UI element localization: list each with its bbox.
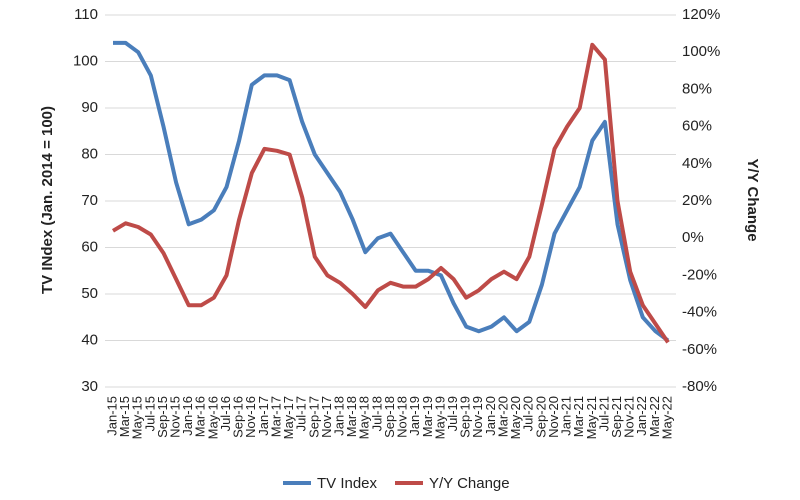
y2-tick-label: 20% xyxy=(682,192,712,209)
x-tick-label: May-16 xyxy=(205,396,220,439)
x-tick-label: Nov-15 xyxy=(168,396,183,438)
x-tick-label: Sep-21 xyxy=(609,396,624,438)
y-tick-label: 40 xyxy=(81,331,98,348)
y2-tick-label: 80% xyxy=(682,80,712,97)
x-tick-label: May-17 xyxy=(281,396,296,439)
y2-tick-label: -80% xyxy=(682,378,717,395)
x-tick-label: Jul-19 xyxy=(445,396,460,431)
x-tick-label: Jan-21 xyxy=(559,396,574,436)
legend-label: Y/Y Change xyxy=(429,475,510,492)
y-tick-label: 100 xyxy=(73,52,98,69)
x-tick-label: Jul-16 xyxy=(218,396,233,431)
x-tick-label: Jul-21 xyxy=(596,396,611,431)
x-tick-label: Mar-20 xyxy=(495,396,510,437)
y-tick-label: 60 xyxy=(81,238,98,255)
y-tick-label: 110 xyxy=(74,6,98,23)
y-tick-label: 30 xyxy=(81,378,98,395)
x-tick-label: May-18 xyxy=(357,396,372,439)
y2-axis-title: Y/Y Change xyxy=(744,158,761,241)
x-tick-label: Nov-17 xyxy=(319,396,334,438)
x-tick-label: Sep-15 xyxy=(155,396,170,438)
y-axis-title: TV INdex (Jan. 2014 = 100) xyxy=(39,106,56,294)
x-tick-label: Mar-17 xyxy=(268,396,283,437)
x-tick-label: Sep-16 xyxy=(231,396,246,438)
y2-tick-label: 40% xyxy=(682,155,712,172)
y2-tick-label: -20% xyxy=(682,266,717,283)
x-tick-label: May-19 xyxy=(432,396,447,439)
x-tick-label: May-21 xyxy=(584,396,599,439)
x-tick-label: Mar-19 xyxy=(420,396,435,437)
x-tick-label: Jul-20 xyxy=(521,396,536,431)
y-tick-label: 90 xyxy=(81,99,98,116)
x-tick-label: May-15 xyxy=(130,396,145,439)
x-tick-label: Jul-15 xyxy=(142,396,157,431)
x-tick-label: Sep-20 xyxy=(533,396,548,438)
x-tick-label: Jul-18 xyxy=(369,396,384,431)
x-tick-label: Jan-16 xyxy=(180,396,195,436)
y2-tick-label: 100% xyxy=(682,43,720,60)
x-tick-label: Jan-22 xyxy=(634,396,649,436)
x-tick-label: Jan-20 xyxy=(483,396,498,436)
y2-tick-label: 120% xyxy=(682,6,720,23)
x-tick-label: Mar-18 xyxy=(344,396,359,437)
x-tick-label: Jan-18 xyxy=(331,396,346,436)
y-tick-label: 70 xyxy=(81,192,98,209)
x-tick-label: Mar-22 xyxy=(647,396,662,437)
series-line xyxy=(113,40,670,343)
y2-tick-label: 0% xyxy=(682,229,704,246)
x-tick-label: Jan-17 xyxy=(256,396,271,436)
y-tick-label: 80 xyxy=(81,145,98,162)
y-tick-label: 50 xyxy=(81,285,98,302)
x-tick-label: Jan-19 xyxy=(407,396,422,436)
x-tick-label: Sep-18 xyxy=(382,396,397,438)
x-tick-label: Mar-16 xyxy=(193,396,208,437)
x-tick-label: Nov-19 xyxy=(470,396,485,438)
y2-tick-label: 60% xyxy=(682,118,712,135)
x-tick-label: May-22 xyxy=(659,396,674,439)
series-line xyxy=(111,42,670,344)
x-tick-label: Nov-21 xyxy=(622,396,637,438)
x-tick-label: Nov-18 xyxy=(395,396,410,438)
x-tick-label: Nov-16 xyxy=(243,396,258,438)
y2-tick-label: -60% xyxy=(682,341,717,358)
y2-tick-label: -40% xyxy=(682,304,717,321)
x-tick-label: May-20 xyxy=(508,396,523,439)
x-tick-label: Jul-17 xyxy=(294,396,309,431)
x-tick-label: Nov-20 xyxy=(546,396,561,438)
x-tick-label: Mar-21 xyxy=(571,396,586,437)
x-tick-label: Sep-17 xyxy=(306,396,321,438)
legend-label: TV Index xyxy=(317,475,378,492)
x-tick-label: Jan-15 xyxy=(104,396,119,436)
x-tick-label: Sep-19 xyxy=(458,396,473,438)
x-tick-label: Mar-15 xyxy=(117,396,132,437)
